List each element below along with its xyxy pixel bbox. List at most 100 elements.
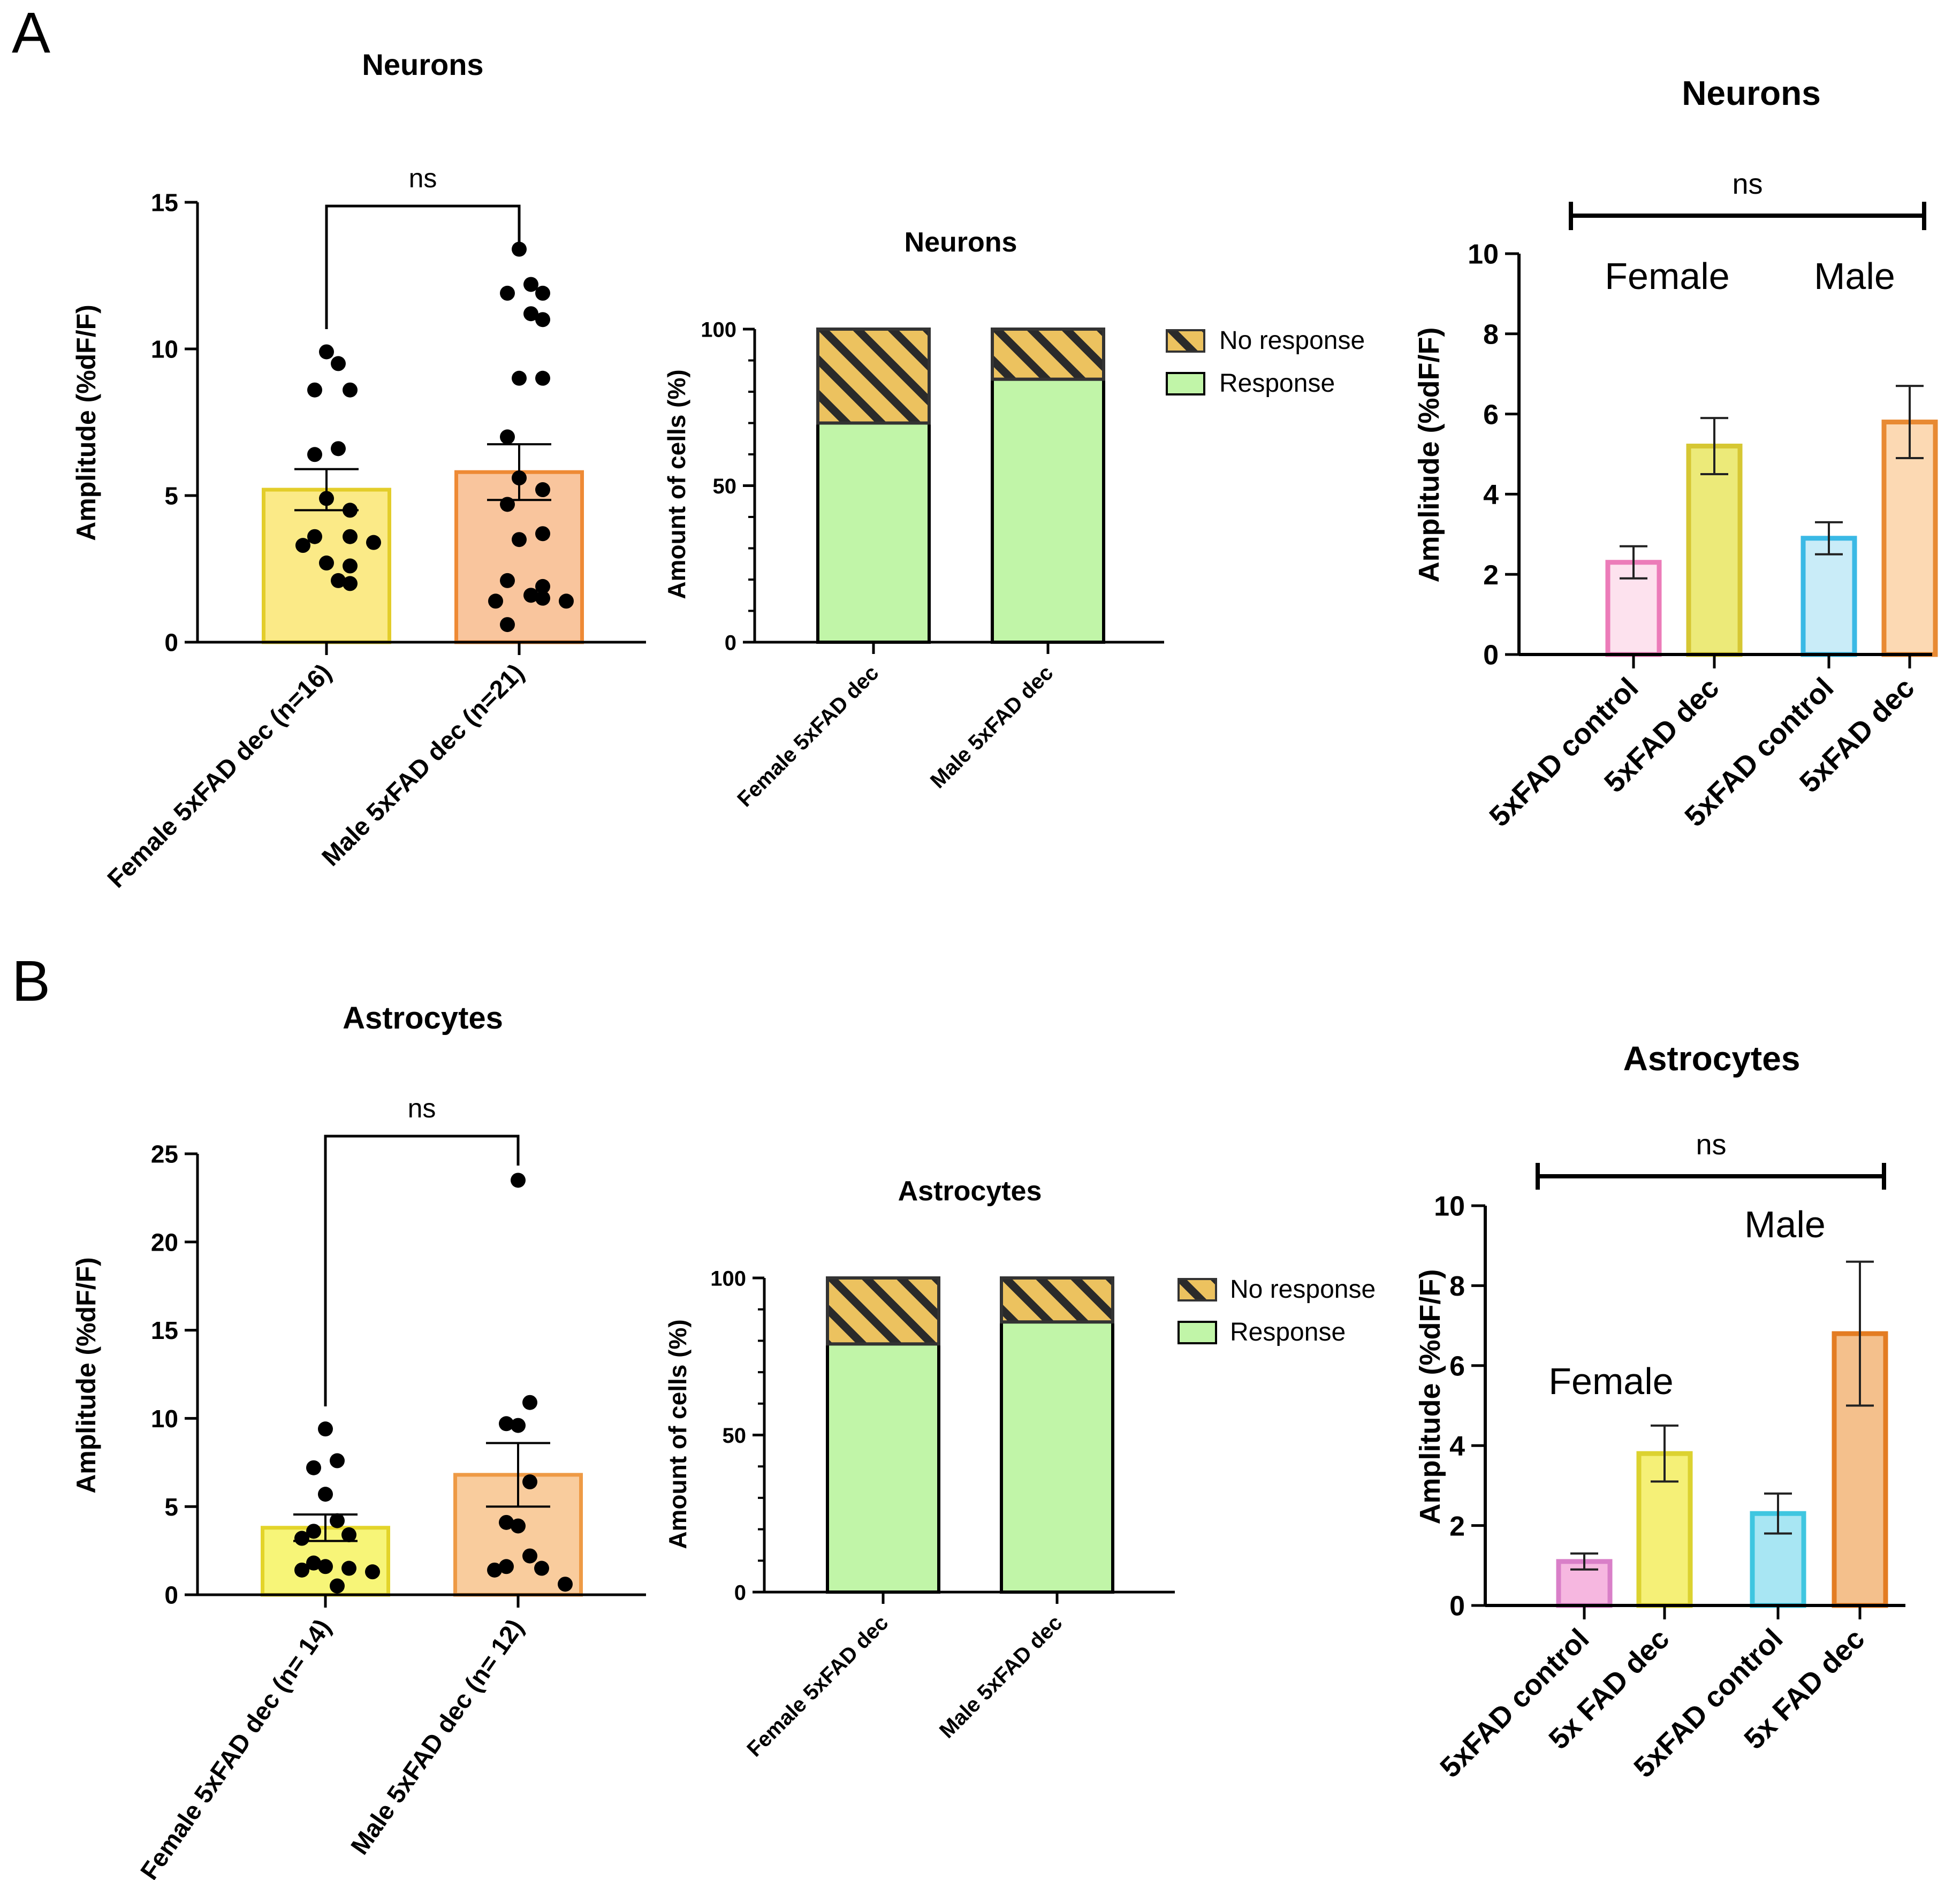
chart-a1-point [343,576,358,591]
chart-a2-yticks: 0 50 100 [701,318,755,654]
chart-a1-point [500,617,515,633]
chart-a1-title: Neurons [362,48,483,81]
chart-b1-point [306,1524,321,1539]
chart-a3-ytick-label: 4 [1483,479,1499,511]
chart-a3-sig-label: ns [1732,168,1763,200]
chart-b3-title: Astrocytes [1623,1039,1801,1078]
chart-a1-point [295,538,310,553]
chart-b1-point [499,1559,514,1574]
chart-a3-bar [1801,536,1857,657]
chart-a1-point [535,285,550,301]
chart-b1-point [511,1173,526,1188]
chart-a1-xtick-label: Male 5xFAD dec (n=21) [316,658,529,872]
legend-swatch-no-response [1177,1278,1217,1301]
chart-a1-points [295,241,574,633]
chart-a1-point [343,558,358,574]
chart-a1-xtick-label: Female 5xFAD dec (n=16) [102,658,337,893]
chart-b2-xticks [882,1592,1059,1604]
chart-b1-point [499,1416,514,1432]
chart-b3-ylabel: Amplitude (%dF/F) [1414,1269,1446,1525]
chart-a2-xticks [872,642,1050,654]
chart-b1-xtick-label: Male 5xFAD dec (n= 12) [345,1613,529,1859]
chart-a2-bar-response [816,421,931,644]
chart-b1-point [330,1453,345,1468]
legend-label-no-response: No response [1219,326,1365,355]
chart-b2-legend: No response Response [1177,1275,1376,1346]
chart-a3-group-male: Male [1814,255,1895,297]
chart-a2-ytick-label: 50 [713,475,737,498]
chart-a1-point [343,382,358,398]
chart-b1-ytick-label: 5 [164,1493,178,1521]
chart-b2-bar-no-response [1000,1276,1114,1324]
chart-a2-bars [816,328,1105,644]
chart-a1-point [331,441,346,456]
chart-b2-xtick-label: Female 5xFAD dec [742,1611,893,1761]
chart-b2-xtick-label: Male 5xFAD dec [935,1611,1067,1742]
chart-b1-ytick-label: 25 [151,1140,178,1168]
chart-b1-point [499,1514,514,1530]
chart-b1-point [330,1513,345,1528]
chart-b1-point [294,1562,309,1578]
chart-a1-point [523,277,538,292]
chart-a3-ytick-label: 0 [1483,640,1499,671]
chart-b1-xticks [324,1595,520,1608]
chart-a1-point [319,344,334,360]
chart-a3-bars [1605,420,1938,657]
chart-b1-point [487,1562,502,1578]
panel-letter-a: A [12,0,50,65]
chart-b2-bar-no-response [826,1276,940,1346]
chart-b1-ytick-label: 10 [151,1405,178,1433]
chart-b1-yticks: 0 5 10 15 20 25 [151,1140,197,1609]
chart-a3-title: Neurons [1682,74,1821,112]
chart-b1-point [341,1527,356,1542]
chart-b2-xlabels: Female 5xFAD dec Male 5xFAD dec [742,1611,1067,1761]
chart-b1-point [534,1561,549,1576]
chart-a1-point [500,285,515,301]
chart-a1-point [500,497,515,512]
legend-swatch-no-response [1166,329,1205,353]
chart-a2-xtick-label: Female 5xFAD dec [733,661,883,811]
chart-a3-yticks: 0 2 4 6 8 10 [1468,239,1519,671]
chart-a1-sig-label: ns [409,163,437,193]
chart-b3-sig-line [1536,1163,1886,1190]
chart-b1-xlabels: Female 5xFAD dec (n= 14) Male 5xFAD dec (… [134,1613,529,1880]
chart-b1-point [306,1555,321,1571]
chart-a3-xticks [1632,654,1911,668]
chart-a1-point [512,370,527,386]
chart-b3-ytick-label: 6 [1449,1351,1465,1382]
chart-a1-ytick-label: 0 [164,629,178,657]
chart-b3-errorbars [1570,1260,1874,1571]
chart-a1-errorbars [294,443,551,512]
chart-a1-point [535,579,550,594]
chart-a1-point [307,382,322,398]
chart-b1-sig-bracket [324,1135,520,1406]
chart-b1-point [522,1395,537,1410]
chart-b2-bar-response [1000,1320,1114,1594]
chart-b1-ytick-label: 15 [151,1316,178,1344]
chart-a1-point [307,447,322,462]
chart-b3-ytick-label: 10 [1434,1191,1465,1222]
chart-b2-ylabel: Amount of cells (%) [664,1319,692,1549]
chart-b1-point [341,1561,356,1576]
chart-b3-group-male: Male [1744,1204,1826,1245]
chart-a2-legend: No response Response [1166,326,1365,398]
legend-swatch-response [1177,1321,1217,1344]
chart-a2-ytick-label: 100 [701,318,736,341]
chart-a1-point [319,555,334,571]
chart-a3-bar [1686,444,1743,657]
chart-a1-xticks [325,642,521,655]
chart-a1-point [535,312,550,328]
chart-b1-sig-label: ns [408,1093,436,1123]
chart-b1-point [318,1421,333,1437]
chart-b2-title: Astrocytes [898,1176,1042,1207]
chart-a3-ytick-label: 6 [1483,399,1499,430]
chart-b2-bars [826,1276,1114,1594]
chart-a1-point [535,526,550,542]
legend-label-response: Response [1230,1318,1346,1346]
chart-a1-yticks: 0 5 10 15 [151,189,197,657]
chart-a3-group-female: Female [1605,255,1729,297]
chart-b1: Astrocytes Amplitude (%dF/F) 0510152025 … [71,1001,646,1880]
chart-b1-xtick-label: Female 5xFAD dec (n= 14) [134,1613,336,1880]
chart-b1-point [294,1531,309,1546]
